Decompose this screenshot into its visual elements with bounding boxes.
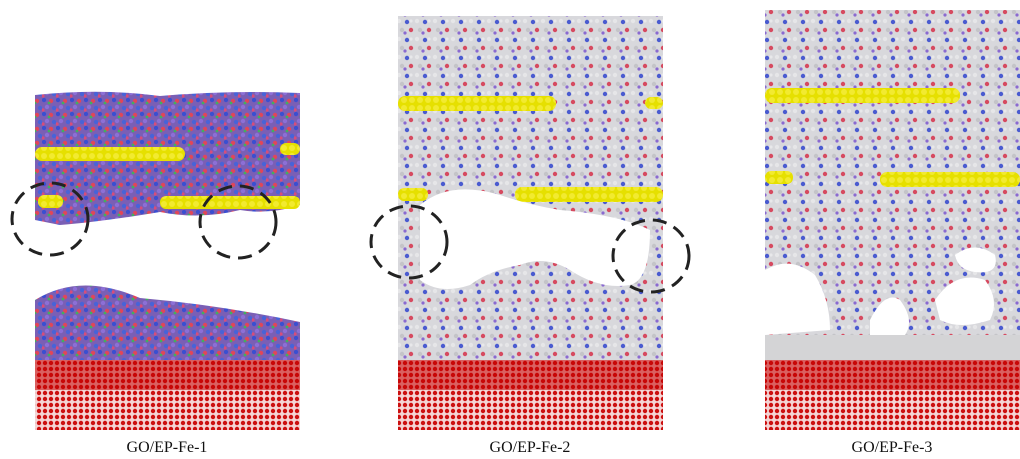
panel: GO/EP-Fe-3 [765,10,1020,456]
panel: GO/EP-Fe-2 [371,16,689,456]
panel-label: GO/EP-Fe-2 [490,439,571,456]
panel: GO/EP-Fe-1 [12,92,300,456]
page: GO/EP-Fe-1 GO/EP-Fe-2 GO/EP-Fe-3 (() => … [0,0,1020,459]
panel-label: GO/EP-Fe-1 [127,439,208,456]
figure: GO/EP-Fe-1 GO/EP-Fe-2 GO/EP-Fe-3 [0,0,1020,459]
panel-label: GO/EP-Fe-3 [852,439,933,456]
